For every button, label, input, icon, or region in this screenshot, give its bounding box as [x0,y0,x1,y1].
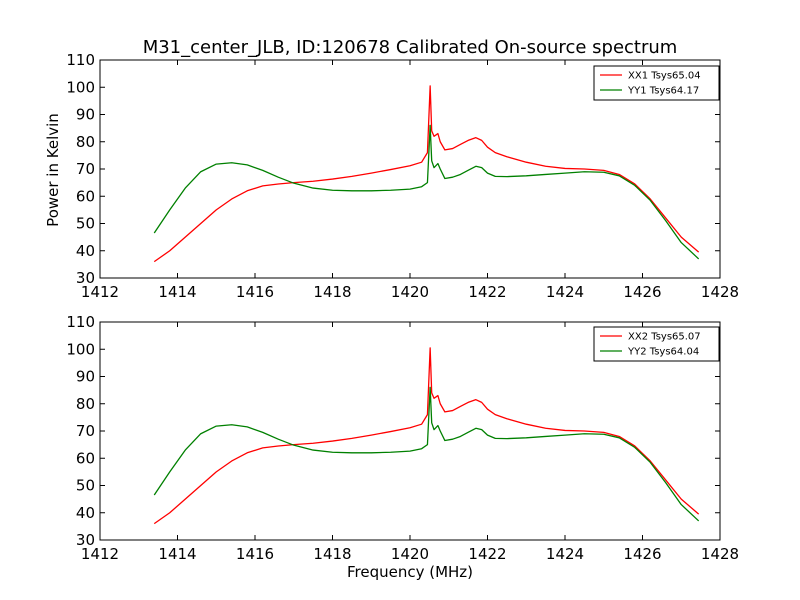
x-tick-label: 1412 [81,283,119,301]
series-line-yy2 [153,386,700,522]
y-tick-label: 30 [76,531,95,549]
y-tick-label: 100 [66,340,95,358]
y-tick-label: 80 [76,133,95,151]
x-tick-label: 1414 [158,283,196,301]
legend-entry-label: YY2 Tsys64.04 [627,347,699,358]
series-line-xx1 [153,85,700,263]
x-tick-label: 1416 [236,545,274,563]
top-spectrum-panel: 1412 1414 1416 1418 1420 1422 1424 1426 1428 30 40… [66,51,739,301]
x-tick-label: 1426 [623,283,661,301]
x-tick-label: 1420 [391,545,429,563]
y-tick-label: 90 [76,106,95,124]
figure-title: M31_center_JLB, ID:120678 Calibrated On-… [143,37,678,58]
y-axis-label: Power in Kelvin [44,113,62,227]
x-tick-label: 1418 [313,283,351,301]
x-tick-label: 1426 [623,545,661,563]
y-tick-label: 50 [76,477,95,495]
y-tick-label: 30 [76,269,95,287]
legend: XX2 Tsys65.07 YY2 Tsys64.04 [593,326,720,362]
y-tick-label: 100 [66,78,95,96]
y-tick-label: 110 [66,313,95,331]
legend-box [593,65,720,101]
y-tick-label: 70 [76,422,95,440]
x-tick-label: 1422 [468,545,506,563]
x-axis-label: Frequency (MHz) [347,563,473,581]
y-tick-label: 40 [76,504,95,522]
y-tick-label: 70 [76,160,95,178]
series-line-xx2 [153,347,700,525]
legend-entry-label: XX2 Tsys65.07 [628,332,701,343]
x-tick-label: 1424 [546,283,584,301]
x-tick-label: 1418 [313,545,351,563]
x-tick-label: 1420 [391,283,429,301]
y-tick-label: 80 [76,395,95,413]
bottom-spectrum-panel: 1412 1414 1416 1418 1420 1422 1424 1426 1428 30 40… [66,313,739,563]
x-tick-label: 1428 [701,283,739,301]
y-tick-label: 60 [76,187,95,205]
y-tick-label: 60 [76,449,95,467]
legend-box [593,326,720,362]
x-tick-label: 1414 [158,545,196,563]
x-tick-label: 1428 [701,545,739,563]
x-tick-label: 1412 [81,545,119,563]
x-tick-label: 1416 [236,283,274,301]
y-tick-label: 50 [76,215,95,233]
x-tick-label: 1424 [546,545,584,563]
legend-entry-label: YY1 Tsys64.17 [627,86,699,97]
legend: XX1 Tsys65.04 YY1 Tsys64.17 [593,65,720,101]
legend-entry-label: XX1 Tsys65.04 [628,71,701,82]
x-tick-label: 1422 [468,283,506,301]
y-tick-label: 90 [76,368,95,386]
y-tick-label: 110 [66,51,95,69]
series-line-yy1 [153,124,700,260]
y-tick-label: 40 [76,242,95,260]
